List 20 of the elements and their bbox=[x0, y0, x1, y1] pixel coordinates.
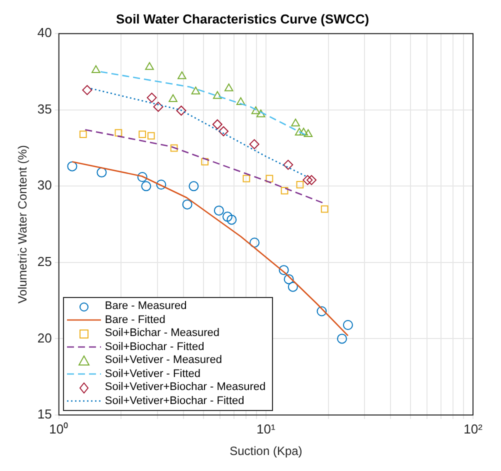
legend-label: Soil+Vetiver+Biochar - Fitted bbox=[104, 394, 244, 408]
x-axis-title: Suction (Kpa) bbox=[230, 444, 302, 458]
y-tick-label: 40 bbox=[37, 25, 52, 40]
legend-label: Soil+Biochar - Fitted bbox=[104, 340, 204, 354]
legend-label: Soil+Vetiver - Measured bbox=[104, 354, 222, 368]
y-tick-label: 30 bbox=[37, 178, 52, 193]
y-axis-title: Volumetric Water Content (%) bbox=[16, 145, 30, 304]
legend-label: Bare - Fitted bbox=[104, 314, 166, 327]
y-tick-label: 35 bbox=[37, 101, 52, 116]
x-tick-label: 10¹ bbox=[256, 421, 276, 436]
legend-label: Soil+Bichar - Measured bbox=[104, 327, 220, 340]
y-tick-label: 15 bbox=[37, 406, 52, 422]
chart-title: Soil Water Characteristics Curve (SWCC) bbox=[116, 11, 370, 26]
x-tick-label: 10² bbox=[464, 421, 484, 436]
legend-label: Bare - Measured bbox=[104, 300, 187, 314]
y-tick-label: 20 bbox=[37, 330, 52, 346]
legend-label: Soil+Vetiver+Biochar - Measured bbox=[104, 381, 266, 394]
x-tick-label: 10⁰ bbox=[49, 421, 69, 436]
y-tick-label: 25 bbox=[37, 254, 52, 270]
legend-label: Soil+Vetiver - Fitted bbox=[104, 368, 201, 381]
